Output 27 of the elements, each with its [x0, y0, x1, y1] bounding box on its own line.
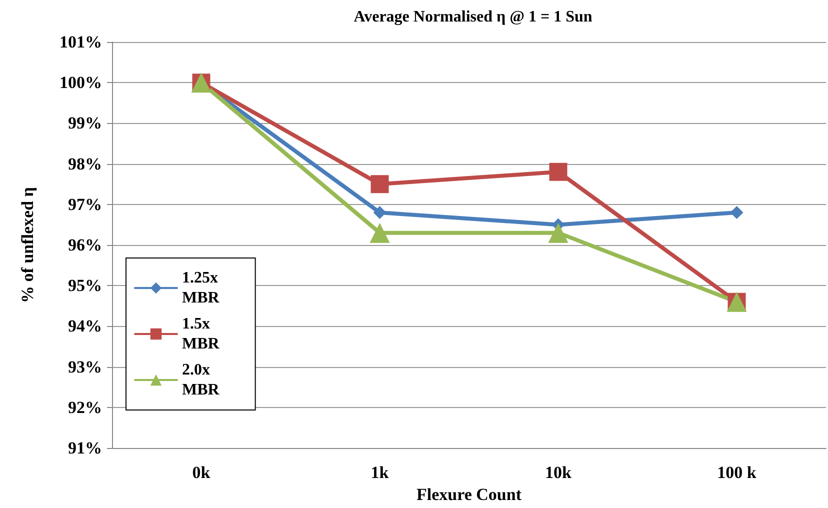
y-tick-label: 96% [68, 236, 102, 254]
y-tick-label: 97% [68, 194, 102, 214]
y-tick-label: 93% [68, 357, 102, 376]
point [549, 162, 568, 181]
y-tick-label: 94% [68, 316, 102, 336]
point [370, 222, 390, 243]
y-tick-label: 98% [68, 154, 102, 174]
legend-label: 2.0x MBR [182, 362, 220, 398]
y-tick-label: 95% [68, 276, 102, 296]
x-axis-title: Flexure Count [416, 484, 522, 504]
point [373, 206, 386, 220]
point [548, 222, 568, 243]
x-tick-label: 100 k [717, 463, 757, 482]
y-axis-title: % of unflexed η [18, 187, 37, 303]
y-tick-label: 99% [68, 114, 102, 133]
point [730, 206, 744, 220]
y-tick-label: 92% [68, 398, 102, 417]
point [370, 175, 389, 194]
legend-label: 1.25x MBR [182, 270, 220, 306]
x-tick-label: 0k [192, 463, 211, 482]
chart-title: Average Normalised η @ 1 = 1 Sun [354, 8, 592, 26]
x-tick-label: 1k [370, 463, 390, 482]
y-tick-label: 101% [60, 32, 102, 52]
y-tick-label: 91% [68, 438, 102, 458]
y-tick-label: 100% [60, 73, 102, 92]
legend-label: 1.5x MBR [182, 316, 220, 352]
x-tick-label: 10k [545, 463, 572, 482]
